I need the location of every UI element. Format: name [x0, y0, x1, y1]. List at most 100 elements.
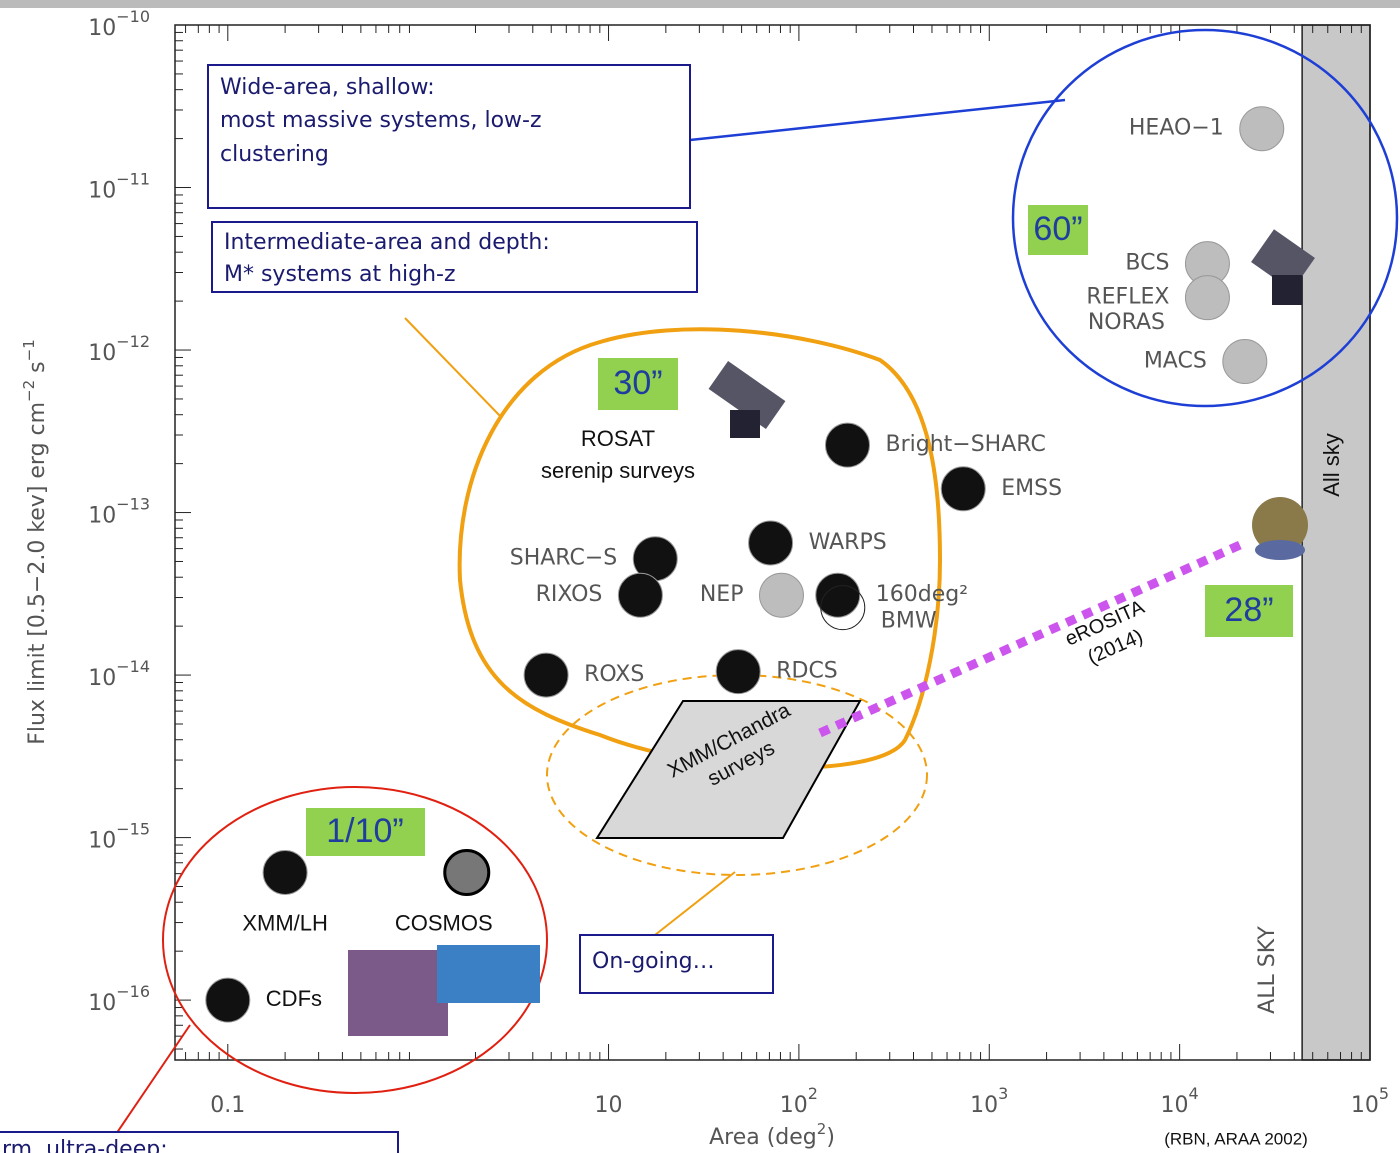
tick-label: 104 — [1161, 1084, 1199, 1119]
tick-exponent: 3 — [998, 1084, 1008, 1103]
connector — [654, 871, 736, 936]
top-bar — [0, 0, 1400, 8]
annotation: ROSAT — [581, 426, 655, 451]
point-label: Bright−SHARC — [885, 432, 1045, 457]
band-label: ALL SKY — [1255, 926, 1280, 1014]
data-point — [815, 572, 861, 618]
tick-label: 10−14 — [88, 657, 150, 692]
satellite-icon — [1251, 229, 1315, 305]
tick-exponent: −12 — [116, 332, 150, 351]
image — [348, 950, 448, 1036]
point-label: WARPS — [809, 530, 887, 555]
connector — [689, 98, 1066, 142]
orange-region — [457, 327, 943, 770]
points: HEAO−1 BCS REFLEX MACS Bright−SHARC EMSS WARPS… — [205, 106, 1285, 1023]
resolution-label: 60” — [1033, 210, 1082, 248]
tick-base: 10 — [88, 666, 116, 691]
image — [437, 945, 540, 1003]
tick-base: 10 — [1351, 1093, 1379, 1118]
annotation: All sky — [1319, 433, 1344, 497]
tick-label: 10−13 — [88, 494, 150, 529]
axes: 0.1 10 102 103 104 10510−1010−1110−1210−1310−… — [20, 7, 1390, 1151]
data-point — [715, 649, 761, 695]
x-label-part: 2 — [817, 1120, 827, 1138]
x-axis-label: Area (deg2) — [709, 1120, 835, 1151]
data-point — [820, 585, 866, 631]
note-text: Intermediate-area and depth: — [224, 230, 550, 255]
tick-exponent: −14 — [116, 657, 150, 676]
point-label: RDCS — [776, 659, 838, 684]
point-label: CDFs — [266, 986, 322, 1011]
resolution-bg — [306, 808, 425, 856]
all-sky-band — [1301, 24, 1371, 1061]
tick-exponent: −11 — [116, 169, 150, 188]
point-label: XMM/LH — [242, 910, 328, 935]
data-point — [205, 977, 251, 1023]
tick-label: 103 — [970, 1084, 1008, 1119]
satellite-icon — [1252, 497, 1308, 560]
tick-base: 10 — [88, 179, 116, 204]
note-box — [579, 934, 774, 994]
connector — [111, 1024, 191, 1141]
resolution-bg — [1205, 585, 1293, 637]
note-text: On-going… — [592, 949, 715, 974]
satellite-icon — [708, 360, 786, 438]
tick-exponent: −16 — [116, 982, 150, 1001]
tick-label: 10 — [595, 1093, 623, 1118]
note-text: rm, ultra-deep: — [2, 1137, 168, 1153]
resolution-label: 30” — [613, 364, 662, 402]
tick-base: 10 — [88, 504, 116, 529]
note-text: clustering — [220, 142, 329, 167]
tick-base: 10 — [88, 829, 116, 854]
resolution-bg — [1028, 205, 1088, 255]
note-text: M* systems at high-z — [224, 262, 456, 287]
data-point — [758, 572, 804, 618]
x-label-part: ) — [826, 1125, 835, 1150]
connector — [404, 317, 503, 419]
data-point — [523, 652, 569, 698]
tick-exponent: 4 — [1189, 1084, 1199, 1103]
tick-exponent: 5 — [1379, 1084, 1389, 1103]
point-label: 160deg² — [876, 582, 968, 607]
data-point — [824, 422, 870, 468]
tick-base: 10 — [88, 341, 116, 366]
point-label: HEAO−1 — [1129, 116, 1224, 141]
note-box — [0, 1131, 399, 1153]
credit: (RBN, ARAA 2002) — [1164, 1129, 1308, 1148]
note-text: Wide-area, shallow: — [220, 75, 435, 100]
y-label-part: s — [25, 361, 50, 379]
point-label: BMW — [881, 609, 937, 634]
tick-label: 10−10 — [88, 7, 150, 42]
tick-base: 10 — [88, 991, 116, 1016]
annotation: serenip surveys — [541, 458, 695, 483]
point-label: BCS — [1125, 251, 1169, 276]
tick-label: 10−16 — [88, 982, 150, 1017]
resolution-label: 28” — [1224, 591, 1273, 629]
tick-exponent: −15 — [116, 819, 150, 838]
tick-base: 10 — [780, 1093, 808, 1118]
tick-label: 10−15 — [88, 819, 150, 854]
point-label: ROXS — [584, 662, 644, 687]
y-label-part: −2 — [20, 380, 38, 402]
data-point — [617, 572, 663, 618]
x-label-part: Area (deg — [709, 1125, 817, 1150]
point-label: REFLEX — [1086, 285, 1169, 310]
erosita-label: eROSITA (2014) — [1062, 596, 1148, 669]
resolution-label: 1/10” — [326, 812, 404, 850]
tick-base: 10 — [1161, 1093, 1189, 1118]
point-label: COSMOS — [395, 910, 493, 935]
data-point — [1239, 106, 1285, 152]
data-point — [262, 849, 308, 895]
tick-base: 10 — [88, 16, 116, 41]
resolution-bg — [598, 358, 678, 410]
point-label: EMSS — [1001, 476, 1062, 501]
red-circle — [162, 786, 548, 1094]
y-axis-label: Flux limit [0.5−2.0 kev] erg cm−2 s−1 — [20, 339, 51, 745]
tick-label: 10−11 — [88, 169, 150, 204]
y-label-part: −1 — [20, 339, 38, 361]
tick-label: 0.1 — [210, 1093, 245, 1118]
point-label: NEP — [700, 582, 744, 607]
point-label: MACS — [1144, 349, 1207, 374]
blue-circle — [1011, 28, 1399, 408]
ongoing-ellipse — [546, 674, 928, 876]
